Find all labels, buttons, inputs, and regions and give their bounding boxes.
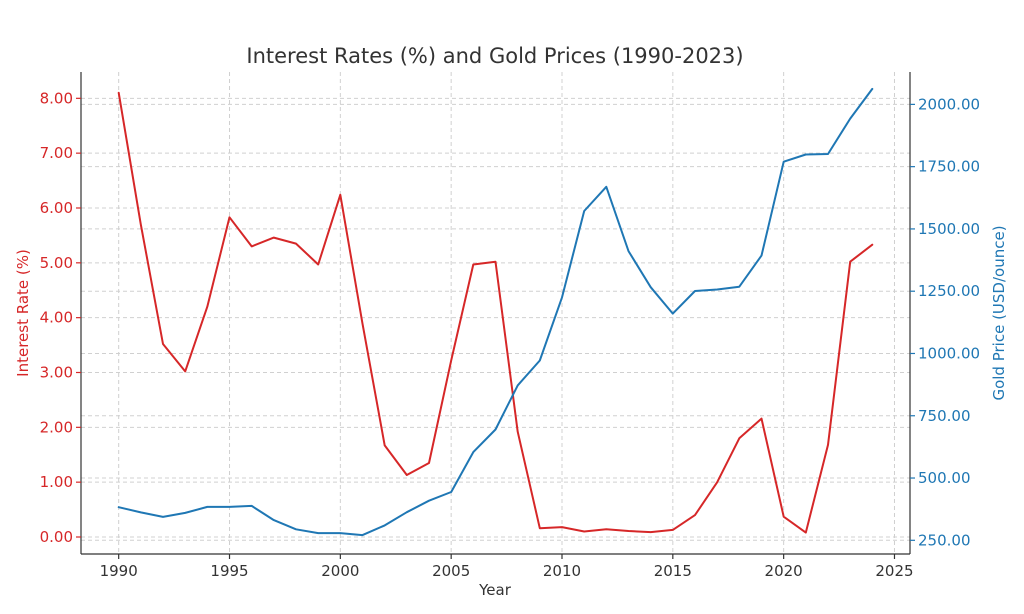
- y-left-tick-label: 8.00: [40, 89, 73, 107]
- x-tick-label: 2025: [875, 562, 913, 580]
- gold-price-line: [117, 87, 874, 537]
- interest-rate-line: [117, 91, 874, 534]
- y-right-tick-label: 1250.00: [918, 282, 980, 300]
- x-tick-label: 2000: [321, 562, 359, 580]
- y-right-axis-label: Gold Price (USD/ounce): [990, 225, 1008, 400]
- x-axis-label: Year: [478, 581, 512, 599]
- x-tick-label: 1995: [210, 562, 248, 580]
- y-right-tick-label: 2000.00: [918, 95, 980, 113]
- x-tick-label: 2015: [654, 562, 692, 580]
- y-right-tick-label: 250.00: [918, 531, 971, 549]
- y-left-tick-label: 4.00: [40, 309, 73, 327]
- y-left-tick-label: 3.00: [40, 363, 73, 381]
- tick-labels: 1990 1995 2000 2005 2010 2015 2020 2025 0.00 1.00…: [40, 89, 980, 580]
- y-left-tick-label: 6.00: [40, 199, 73, 217]
- x-tick-label: 2010: [543, 562, 581, 580]
- series-lines: [117, 87, 874, 537]
- x-tick-label: 1990: [100, 562, 138, 580]
- chart-title: Interest Rates (%) and Gold Prices (1990…: [246, 44, 743, 68]
- y-left-tick-label: 5.00: [40, 254, 73, 272]
- y-left-tick-label: 7.00: [40, 144, 73, 162]
- y-left-tick-label: 0.00: [40, 528, 73, 546]
- y-right-tick-label: 1000.00: [918, 344, 980, 362]
- axes: [80, 72, 911, 555]
- x-tick-label: 2005: [432, 562, 470, 580]
- y-right-tick-label: 1500.00: [918, 220, 980, 238]
- y-right-tick-label: 500.00: [918, 469, 971, 487]
- y-left-tick-label: 2.00: [40, 418, 73, 436]
- y-right-tick-label: 1750.00: [918, 158, 980, 176]
- y-left-axis-label: Interest Rate (%): [14, 249, 32, 377]
- y-left-tick-label: 1.00: [40, 473, 73, 491]
- y-right-tick-label: 750.00: [918, 407, 971, 425]
- x-tick-label: 2020: [765, 562, 803, 580]
